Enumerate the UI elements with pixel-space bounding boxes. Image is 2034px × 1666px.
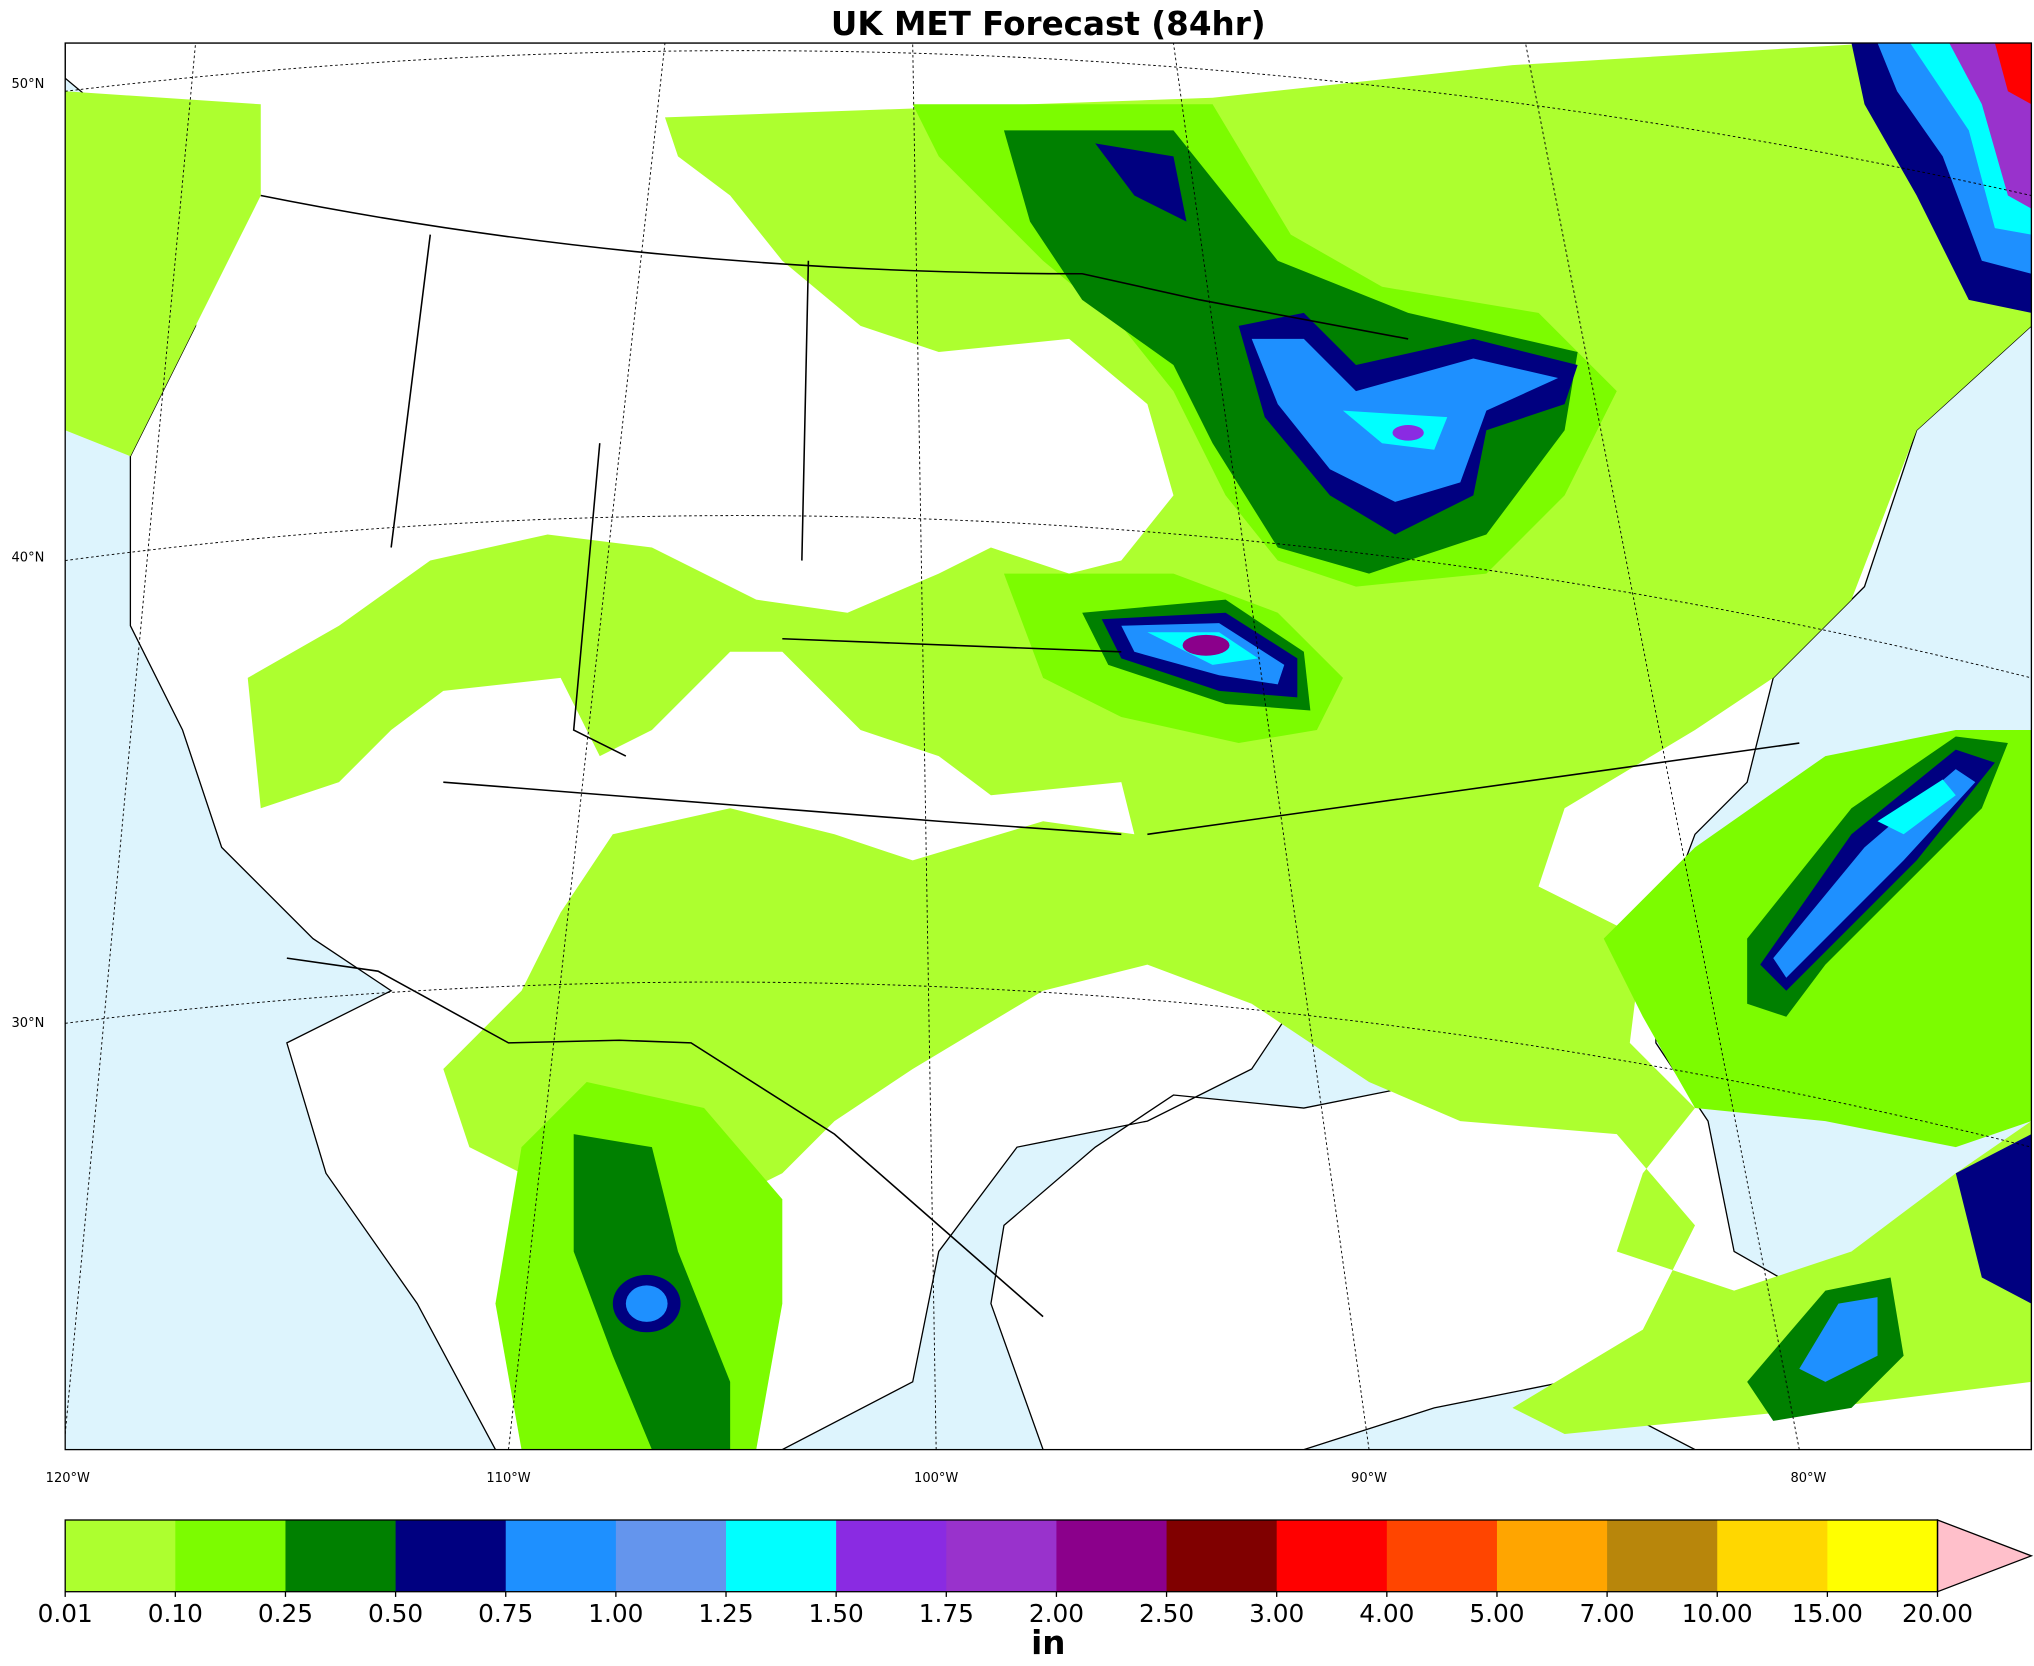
colorbar-tick-label: 0.75 [478,1599,533,1628]
colorbar-segment [285,1519,397,1592]
lat-label: 30°N [12,1016,45,1031]
map [64,42,2033,1451]
colorbar-segment [1166,1519,1278,1592]
precip-area [65,91,261,457]
borders [260,194,1800,1318]
colorbar-segment [836,1519,947,1592]
colorbar-segment [1607,1519,1718,1592]
colorbar-tick-label: 10.00 [1682,1599,1753,1628]
colorbar-segment [1496,1519,1608,1592]
colorbar-tick-label: 4.00 [1359,1599,1414,1628]
colorbar-tick-label: 20.00 [1902,1599,1973,1628]
lat-label: 40°N [12,550,45,565]
colorbar-tick-label: 0.10 [148,1599,203,1628]
colorbar-segment [1056,1519,1168,1592]
colorbar-tick-label: 3.00 [1249,1599,1304,1628]
colorbar-tick-label: 1.50 [809,1599,864,1628]
colorbar-segment [395,1519,507,1592]
lon-label: 80°W [1790,1471,1826,1486]
lon-label: 90°W [1351,1471,1387,1486]
colorbar-tick-label: 1.00 [588,1599,643,1628]
colorbar-segment [175,1519,287,1592]
colorbar-segment [1827,1519,1939,1592]
colorbar-tick-label: 0.25 [258,1599,313,1628]
colorbar-segment [615,1519,727,1592]
colorbar-tick-label: 1.75 [919,1599,974,1628]
lon-label: 120°W [46,1471,90,1486]
colorbar-segment [65,1519,176,1592]
colorbar-tick-label: 5.00 [1469,1599,1524,1628]
colorbar-segment [1717,1519,1829,1592]
lon-label: 110°W [486,1471,530,1486]
map-title: UK MET Forecast (84hr) [831,5,1266,43]
colorbar-tick-label: 2.50 [1139,1599,1194,1628]
graticule [65,43,2032,1450]
colorbar-segment [726,1519,837,1592]
colorbar-frame [64,1519,1939,1593]
colorbar-tick-label: 0.01 [38,1599,93,1628]
lat-label: 50°N [12,77,45,92]
colorbar-tick-label: 2.00 [1029,1599,1084,1628]
colorbar-extension [1936,1519,2034,1593]
colorbar-unit: in [1031,1624,1065,1662]
lon-label: 100°W [914,1471,958,1486]
colorbar-tick-label: 1.25 [698,1599,753,1628]
colorbar-tick-label: 15.00 [1792,1599,1863,1628]
colorbar-segment [946,1519,1058,1592]
colorbar-segment [505,1519,617,1592]
colorbar-segment [1276,1519,1388,1592]
colorbar-segment [1386,1519,1498,1592]
colorbar-tick-label: 0.50 [368,1599,423,1628]
colorbar-tick-label: 7.00 [1580,1599,1635,1628]
